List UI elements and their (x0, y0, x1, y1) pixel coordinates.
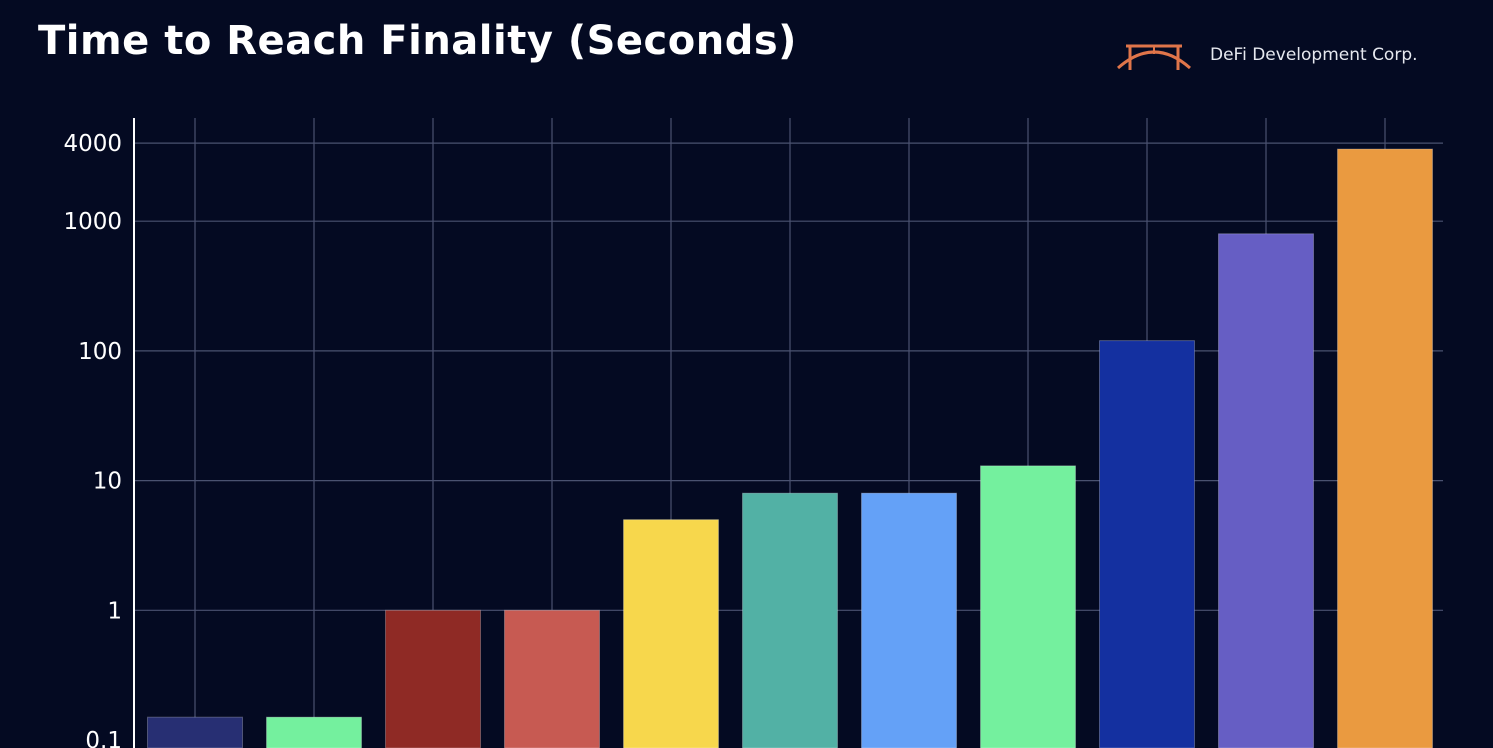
y-tick-label: 1 (107, 598, 122, 624)
y-tick-label: 1000 (63, 209, 122, 235)
chart-title: Time to Reach Finality (Seconds) (38, 18, 797, 64)
bar (980, 465, 1076, 748)
y-tick-label: 0.1 (85, 728, 122, 748)
y-tick-label: 4000 (63, 131, 122, 157)
y-tick-labels: 0.1 1 10 100 1000 4000 (63, 131, 122, 748)
y-tick-label: 10 (93, 469, 122, 495)
bar (1337, 148, 1433, 748)
bridge-arch-logo-icon (1117, 44, 1191, 70)
bar (1218, 233, 1314, 748)
bar (385, 609, 481, 748)
bar (861, 492, 957, 748)
brand: DeFi Development Corp. (1116, 38, 1418, 72)
brand-name: DeFi Development Corp. (1210, 45, 1418, 65)
bars (147, 148, 1433, 748)
bar (742, 492, 838, 748)
bar (266, 716, 362, 748)
bar (1099, 340, 1195, 748)
y-tick-label: 100 (78, 339, 122, 365)
bar (147, 716, 243, 748)
bar (504, 609, 600, 748)
bar (623, 519, 719, 748)
